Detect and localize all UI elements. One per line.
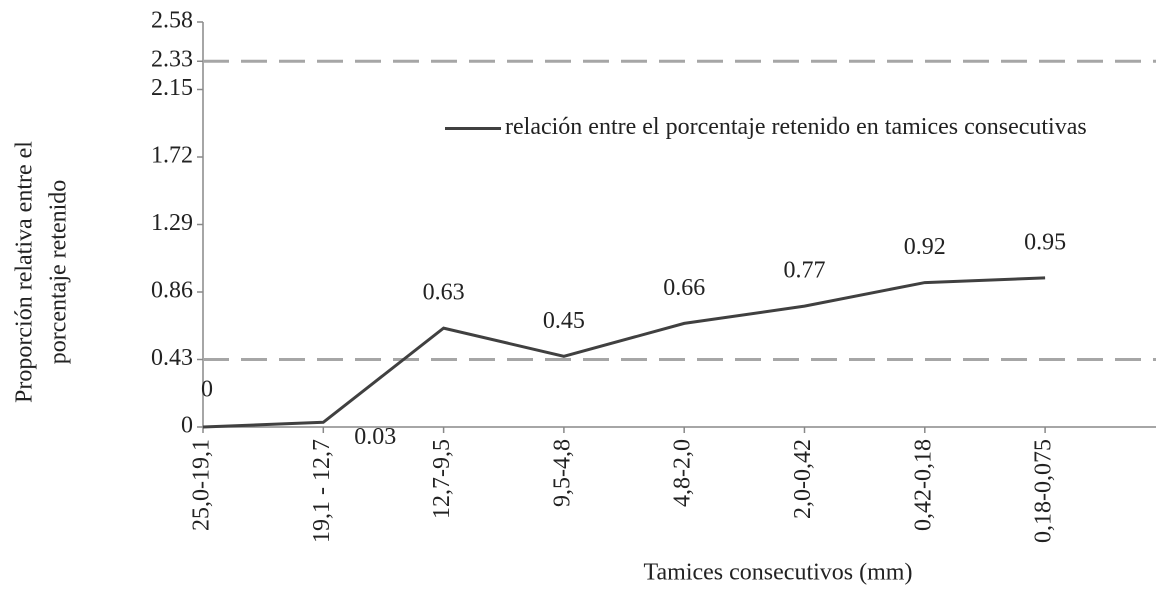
x-tick-label: 4,8-2,0 xyxy=(670,439,696,507)
y-tick-label: 2.33 xyxy=(151,47,193,73)
y-tick-label: 0 xyxy=(181,413,193,439)
y-tick-label: 2.58 xyxy=(151,8,193,34)
data-line xyxy=(202,276,1046,429)
legend: relación entre el porcentaje retenido en… xyxy=(445,108,1125,146)
y-tick-label: 1.29 xyxy=(151,210,193,236)
data-label: 0.77 xyxy=(784,258,826,284)
x-tick-label: 19,1 - 12,7 xyxy=(309,439,335,543)
x-tick-label: 2,0-0,42 xyxy=(790,439,816,519)
x-tick-label: 0,42-0,18 xyxy=(910,439,936,531)
y-tick-label: 0.43 xyxy=(151,345,193,371)
y-axis-label: porcentaje retenido xyxy=(46,180,72,365)
x-tick-label: 9,5-4,8 xyxy=(549,439,575,507)
data-label: 0.03 xyxy=(354,424,396,450)
data-label: 0.66 xyxy=(663,275,705,301)
legend-swatch xyxy=(445,127,501,130)
data-label: 0.92 xyxy=(904,234,946,260)
data-label: 0.45 xyxy=(543,308,585,334)
x-tick-label: 12,7-9,5 xyxy=(429,439,455,519)
x-tick-label: 25,0-19,1 xyxy=(189,439,215,531)
data-label: 0.95 xyxy=(1024,229,1066,255)
y-axis-label: Proporción relativa entre el xyxy=(12,141,38,403)
x-tick-label: 0,18-0,075 xyxy=(1031,439,1057,543)
y-tick-label: 1.72 xyxy=(151,143,193,169)
y-tick-label: 2.15 xyxy=(151,75,193,101)
x-axis-label: Tamices consecutivos (mm) xyxy=(644,560,913,586)
data-label: 0.63 xyxy=(423,280,465,306)
legend-label: relación entre el porcentaje retenido en… xyxy=(505,114,1087,140)
data-label: 0 xyxy=(201,377,213,403)
y-tick-label: 0.86 xyxy=(151,278,193,304)
